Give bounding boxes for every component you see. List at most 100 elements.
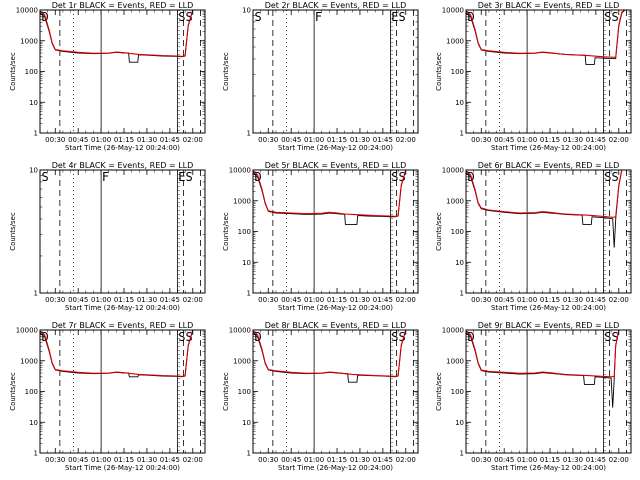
- x-tick-label: 01:30: [137, 296, 157, 304]
- events-series-line: [39, 329, 194, 378]
- y-tick-label: 100: [238, 388, 251, 396]
- y-tick-label: 10000: [229, 167, 251, 175]
- y-tick-label: 10000: [442, 7, 464, 15]
- x-tick-label: 01:30: [350, 456, 370, 464]
- x-tick-label: 02:00: [609, 136, 629, 144]
- x-tick-label: 00:45: [281, 296, 301, 304]
- x-tick-label: 00:45: [281, 136, 301, 144]
- x-tick-label: 00:45: [494, 136, 514, 144]
- y-axis-label: Counts/sec: [9, 212, 17, 251]
- y-axis-label: Counts/sec: [222, 52, 230, 91]
- event-marker: S: [42, 170, 49, 184]
- y-tick-label: 1: [460, 130, 464, 138]
- y-tick-label: 10: [242, 7, 251, 15]
- y-tick-label: 100: [451, 388, 464, 396]
- x-axis-label: Start Time (26-May-12 00:24:00): [65, 144, 180, 152]
- x-tick-label: 01:30: [137, 136, 157, 144]
- panel-title: Det 3r BLACK = Events, RED = LLD: [478, 1, 620, 10]
- y-axis-label: Counts/sec: [435, 212, 443, 251]
- y-tick-label: 100: [238, 228, 251, 236]
- x-tick-label: 02:00: [396, 136, 416, 144]
- lld-series-line: [252, 329, 407, 377]
- y-tick-label: 1000: [233, 357, 251, 365]
- y-tick-label: 1000: [20, 37, 38, 45]
- panel-title: Det 2r BLACK = Events, RED = LLD: [265, 1, 407, 10]
- plot-frame: [465, 329, 632, 454]
- panel-title: Det 1r BLACK = Events, RED = LLD: [52, 1, 194, 10]
- event-marker: F: [315, 10, 322, 24]
- x-tick-label: 01:15: [114, 456, 134, 464]
- y-axis-label: Counts/sec: [435, 372, 443, 411]
- x-tick-label: 00:45: [281, 456, 301, 464]
- x-tick-label: 01:45: [586, 456, 606, 464]
- y-axis-label: Counts/sec: [9, 372, 17, 411]
- x-tick-label: 01:30: [563, 296, 583, 304]
- x-tick-label: 00:45: [68, 456, 88, 464]
- x-axis-label: Start Time (26-May-12 00:24:00): [491, 464, 606, 472]
- x-tick-label: 01:15: [327, 296, 347, 304]
- x-tick-label: 02:00: [609, 456, 629, 464]
- x-tick-label: 01:00: [91, 456, 111, 464]
- x-tick-label: 00:45: [494, 456, 514, 464]
- x-tick-label: 01:45: [160, 296, 180, 304]
- x-axis-label: Start Time (26-May-12 00:24:00): [491, 144, 606, 152]
- y-tick-label: 1: [247, 130, 251, 138]
- x-tick-label: 00:30: [471, 456, 491, 464]
- x-axis-label: Start Time (26-May-12 00:24:00): [65, 464, 180, 472]
- x-tick-label: 00:30: [258, 136, 278, 144]
- x-tick-label: 01:15: [540, 136, 560, 144]
- x-tick-label: 01:30: [563, 456, 583, 464]
- x-tick-label: 01:45: [373, 456, 393, 464]
- x-tick-label: 02:00: [396, 456, 416, 464]
- x-axis-label: Start Time (26-May-12 00:24:00): [491, 304, 606, 312]
- x-tick-label: 01:45: [160, 136, 180, 144]
- panel-title: Det 5r BLACK = Events, RED = LLD: [265, 161, 407, 170]
- event-marker: SS: [604, 170, 618, 184]
- panel-title: Det 8r BLACK = Events, RED = LLD: [265, 321, 407, 330]
- x-tick-label: 01:15: [114, 136, 134, 144]
- x-tick-label: 01:15: [327, 456, 347, 464]
- panel-title: Det 6r BLACK = Events, RED = LLD: [478, 161, 620, 170]
- x-axis-label: Start Time (26-May-12 00:24:00): [278, 304, 393, 312]
- x-tick-label: 01:30: [350, 296, 370, 304]
- y-tick-label: 10000: [442, 167, 464, 175]
- y-tick-label: 10: [455, 259, 464, 267]
- x-tick-label: 01:00: [517, 456, 537, 464]
- x-tick-label: 01:00: [517, 296, 537, 304]
- x-tick-label: 00:45: [68, 136, 88, 144]
- y-tick-label: 1: [34, 290, 38, 298]
- y-tick-label: 10: [29, 167, 38, 175]
- x-tick-label: 00:30: [258, 296, 278, 304]
- x-tick-label: 01:00: [517, 136, 537, 144]
- event-marker: ES: [178, 170, 192, 184]
- x-tick-label: 01:15: [327, 136, 347, 144]
- plot-frame: [252, 329, 419, 454]
- x-axis-label: Start Time (26-May-12 00:24:00): [278, 144, 393, 152]
- x-tick-label: 01:45: [586, 296, 606, 304]
- y-tick-label: 10: [455, 419, 464, 427]
- x-axis-label: Start Time (26-May-12 00:24:00): [65, 304, 180, 312]
- x-tick-label: 01:15: [114, 296, 134, 304]
- x-tick-label: 02:00: [396, 296, 416, 304]
- x-tick-label: 01:00: [304, 296, 324, 304]
- event-marker: SS: [604, 10, 618, 24]
- panel-title: Det 4r BLACK = Events, RED = LLD: [52, 161, 194, 170]
- events-series-line: [465, 169, 623, 248]
- y-tick-label: 10: [29, 419, 38, 427]
- x-tick-label: 01:30: [563, 136, 583, 144]
- lld-series-line: [39, 329, 194, 377]
- x-tick-label: 02:00: [183, 136, 203, 144]
- event-marker: F: [102, 170, 109, 184]
- y-tick-label: 10: [455, 99, 464, 107]
- plot-frame: [39, 9, 206, 134]
- y-tick-label: 10000: [16, 7, 38, 15]
- y-tick-label: 1000: [446, 37, 464, 45]
- plot-frame: [465, 169, 632, 294]
- x-tick-label: 01:00: [91, 296, 111, 304]
- y-tick-label: 10000: [16, 327, 38, 335]
- y-tick-label: 10: [242, 259, 251, 267]
